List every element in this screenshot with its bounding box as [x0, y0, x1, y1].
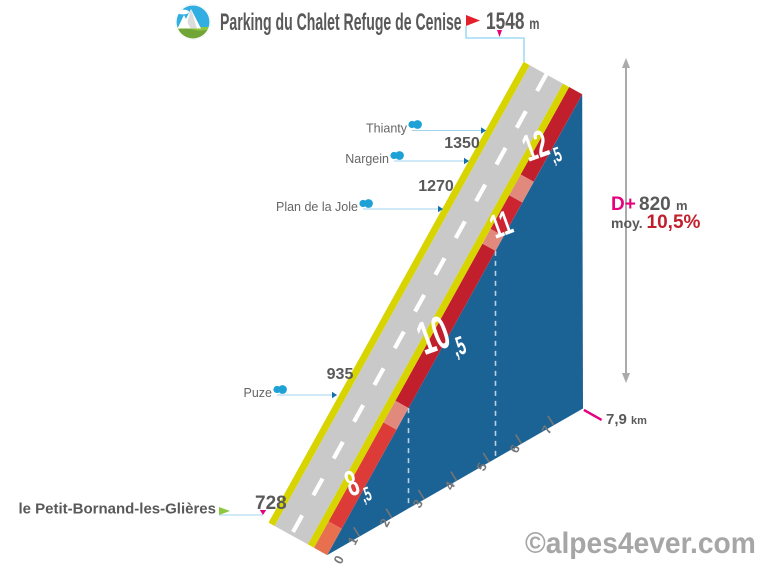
- svg-text:©alpes4ever.com: ©alpes4ever.com: [525, 527, 756, 560]
- svg-text:moy. 10,5%: moy. 10,5%: [611, 212, 701, 233]
- svg-text:D+: D+: [611, 194, 636, 215]
- svg-text:728: 728: [255, 493, 287, 514]
- svg-text:Thianty: Thianty: [366, 122, 408, 136]
- svg-text:Parking du Chalet Refuge de Ce: Parking du Chalet Refuge de Cenise: [220, 9, 462, 36]
- svg-text:le Petit-Bornand-les-Glières: le Petit-Bornand-les-Glières: [18, 501, 216, 518]
- svg-text:Puze: Puze: [244, 386, 273, 400]
- svg-text:7,9 km: 7,9 km: [606, 411, 647, 428]
- svg-text:1270: 1270: [418, 178, 454, 195]
- svg-text:1350: 1350: [444, 135, 480, 152]
- svg-text:Nargein: Nargein: [345, 152, 389, 166]
- svg-text:0: 0: [330, 553, 347, 566]
- svg-text:935: 935: [327, 366, 354, 383]
- svg-text:Plan de la Jole: Plan de la Jole: [276, 200, 358, 214]
- svg-text:1548 m: 1548 m: [486, 8, 539, 34]
